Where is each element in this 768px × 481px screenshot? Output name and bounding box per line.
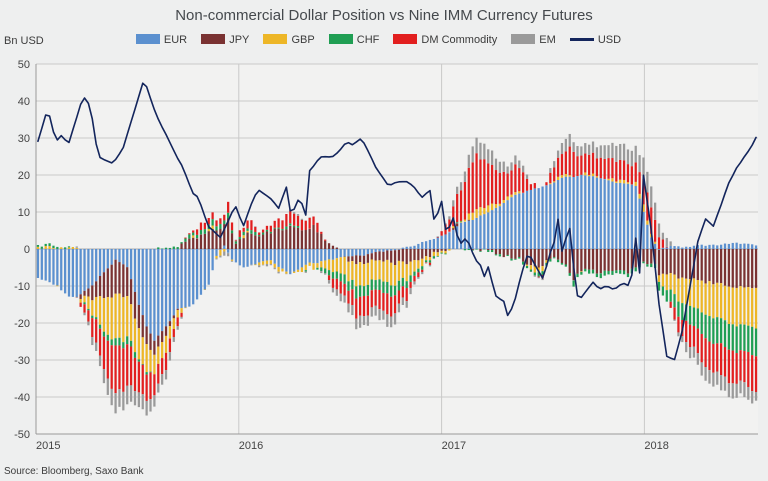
svg-text:2017: 2017 xyxy=(442,440,466,452)
svg-text:40: 40 xyxy=(18,96,30,108)
svg-text:-40: -40 xyxy=(14,392,30,404)
svg-text:2018: 2018 xyxy=(644,440,668,452)
svg-text:-10: -10 xyxy=(14,281,30,293)
svg-text:-20: -20 xyxy=(14,318,30,330)
svg-text:20: 20 xyxy=(18,170,30,182)
svg-text:50: 50 xyxy=(18,59,30,71)
svg-text:2015: 2015 xyxy=(36,440,60,452)
svg-text:-50: -50 xyxy=(14,429,30,441)
svg-text:30: 30 xyxy=(18,133,30,145)
svg-text:-30: -30 xyxy=(14,355,30,367)
svg-text:2016: 2016 xyxy=(239,440,263,452)
svg-text:0: 0 xyxy=(24,244,30,256)
svg-text:10: 10 xyxy=(18,207,30,219)
